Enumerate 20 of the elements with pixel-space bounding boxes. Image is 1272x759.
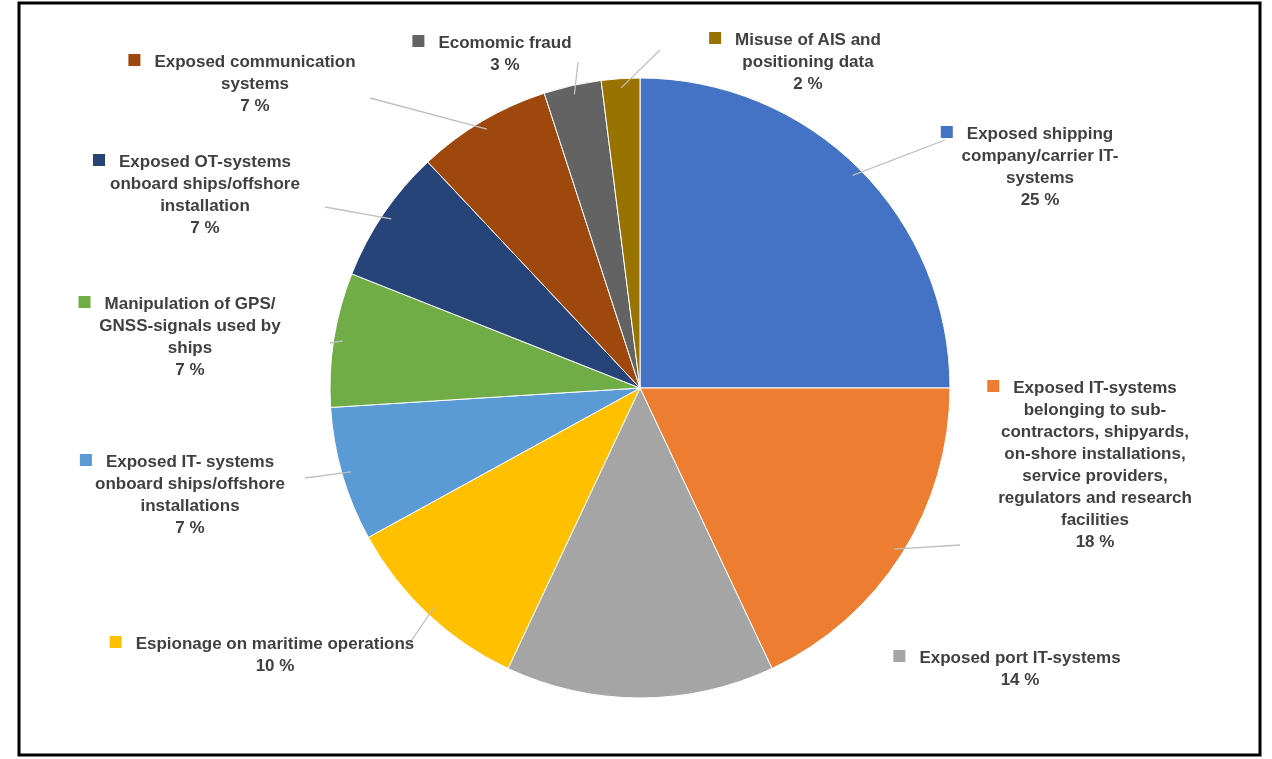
data-label: 18 % (1075, 532, 1115, 551)
data-label: 7 % (240, 96, 270, 115)
legend-label: Manipulation of GPS/GNSS-signals used by ships (99, 294, 282, 357)
legend-label: Exposed IT-systems belonging to sub-contractors, shipyards, on-shore installations, service providers, regulators and research facilities (998, 378, 1192, 529)
data-label: 7 % (175, 518, 205, 537)
data-label: 2 % (793, 74, 823, 93)
legend-label: Exposed IT- systems onboard ships/offshore installations (95, 452, 285, 515)
legend-label: Exposed communication systems (154, 52, 356, 93)
data-label: 3 % (490, 55, 520, 74)
legend-label: Ecomomic fraud (438, 33, 572, 52)
legend-label: Exposed port IT-systems (919, 648, 1121, 667)
legend-label: Espionage on maritime operations (135, 634, 415, 653)
legend-label: Exposed shipping company/carrier IT-systems (961, 124, 1119, 187)
data-label: 7 % (190, 218, 220, 237)
legend-label: Exposed OT-systems onboard ships/offshore installation (110, 152, 300, 215)
data-label: 14 % (1000, 670, 1040, 689)
data-label: 7 % (175, 360, 205, 379)
legend-label: Misuse of AIS and positioning data (735, 30, 881, 71)
data-label: 10 % (255, 656, 295, 675)
data-label: 25 % (1020, 190, 1060, 209)
